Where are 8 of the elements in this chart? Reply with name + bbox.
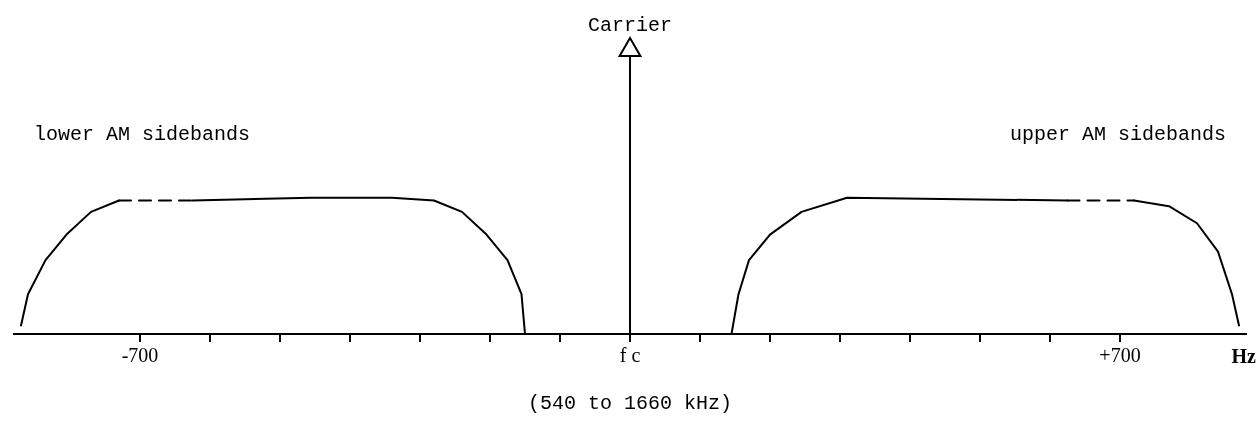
x-axis-title: Hz [1231, 345, 1257, 368]
text: (540 to 1660 kHz) [527, 392, 733, 416]
annotation: lower AM sidebands [34, 123, 251, 147]
annotation: Carrier [587, 14, 673, 38]
x-tick-label: -700 [121, 344, 159, 367]
x-tick-label: +700 [1099, 344, 1141, 367]
x-tick-label: f c [619, 344, 641, 367]
annotation: upper AM sidebands [1009, 123, 1226, 147]
